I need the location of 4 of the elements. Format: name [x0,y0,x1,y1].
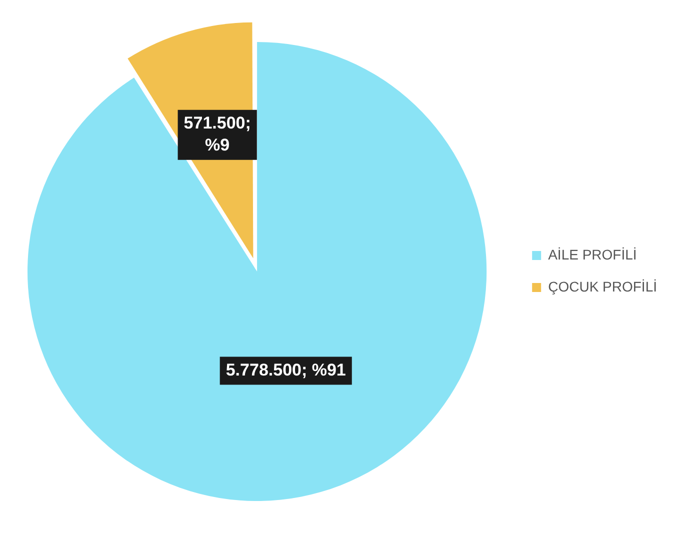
legend-label: ÇOCUK PROFİLİ [548,278,658,294]
data-label: 5.778.500; %91 [226,360,346,380]
legend-label: AİLE PROFİLİ [548,246,637,262]
data-label: 571.500; %9 [184,114,251,155]
